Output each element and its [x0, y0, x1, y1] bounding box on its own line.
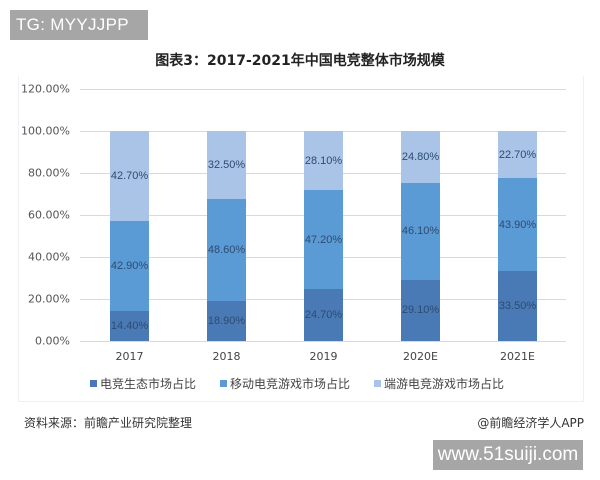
bar-segment: 42.90%	[110, 220, 149, 311]
data-label: 28.10%	[304, 154, 343, 167]
y-axis-tick-label: 120.00%	[21, 82, 70, 96]
bar-segment: 14.40%	[110, 310, 149, 341]
watermark-badge: TG: MYYJJPP	[10, 10, 148, 40]
bar-segment: 43.90%	[498, 178, 537, 271]
data-label: 42.70%	[110, 169, 149, 182]
legend-swatch-icon	[90, 380, 97, 387]
legend-item-pc: 端游电竞游戏市场占比	[374, 375, 504, 392]
data-label: 46.10%	[401, 225, 440, 238]
data-label: 18.90%	[207, 315, 246, 328]
data-label: 24.80%	[401, 151, 440, 164]
legend-label: 移动电竞游戏市场占比	[230, 377, 351, 391]
data-label: 29.10%	[401, 304, 440, 317]
legend-swatch-icon	[374, 380, 382, 387]
data-label: 22.70%	[498, 148, 537, 161]
bar-segment: 42.70%	[110, 131, 149, 221]
bar-segment: 29.10%	[401, 279, 440, 341]
data-label: 47.20%	[304, 233, 343, 246]
y-axis-tick-label: 20.00%	[28, 292, 70, 306]
bar-2019: 24.70% 47.20% 28.10%	[304, 0, 343, 480]
legend-item-mobile: 移动电竞游戏市场占比	[220, 375, 350, 392]
bar-segment: 48.60%	[207, 199, 246, 302]
x-axis-tick-label: 2020E	[403, 350, 438, 363]
data-label: 42.90%	[110, 259, 149, 272]
bar-segment: 18.90%	[207, 301, 246, 341]
data-label: 14.40%	[110, 319, 149, 332]
site-watermark: www.51suiji.com	[433, 440, 583, 470]
x-axis-tick-label: 2017	[115, 350, 144, 363]
chart-legend: 电竞生态市场占比 移动电竞游戏市场占比 端游电竞游戏市场占比	[90, 375, 504, 392]
y-axis-tick-label: 80.00%	[28, 166, 70, 180]
x-axis-tick-label: 2019	[309, 350, 338, 363]
y-axis-tick-label: 0.00%	[35, 334, 70, 348]
data-label: 24.70%	[304, 309, 343, 322]
x-axis-tick-label: 2021E	[500, 350, 535, 363]
source-note: 资料来源：前瞻产业研究院整理	[24, 416, 193, 430]
data-label: 43.90%	[498, 218, 537, 231]
gridline	[80, 89, 566, 90]
legend-label: 电竞生态市场占比	[100, 377, 197, 391]
credit-note: @前瞻经济学人APP	[477, 416, 584, 430]
y-axis-tick-label: 100.00%	[21, 124, 70, 138]
legend-item-ecosystem: 电竞生态市场占比	[90, 375, 196, 392]
x-axis-tick-label: 2018	[212, 350, 241, 363]
bar-segment: 22.70%	[498, 130, 537, 179]
y-axis-tick-label: 60.00%	[28, 208, 70, 222]
bar-segment: 33.50%	[498, 270, 537, 341]
bar-segment: 24.70%	[304, 289, 343, 341]
bar-segment: 47.20%	[304, 190, 343, 290]
data-label: 48.60%	[207, 244, 246, 257]
bar-2020e: 29.10% 46.10% 24.80%	[401, 0, 440, 480]
bar-segment: 32.50%	[207, 131, 246, 200]
bar-segment: 24.80%	[401, 131, 440, 184]
bar-2021e: 33.50% 43.90% 22.70%	[498, 0, 537, 480]
legend-swatch-icon	[220, 380, 228, 387]
legend-label: 端游电竞游戏市场占比	[384, 377, 505, 391]
bar-2018: 18.90% 48.60% 32.50%	[207, 0, 246, 480]
chart-title: 图表3：2017-2021年中国电竞整体市场规模	[155, 53, 445, 69]
bar-2017: 14.40% 42.90% 42.70%	[110, 0, 149, 480]
bar-segment: 28.10%	[304, 131, 343, 190]
data-label: 32.50%	[207, 159, 246, 172]
y-axis-tick-label: 40.00%	[28, 250, 70, 264]
data-label: 33.50%	[498, 299, 537, 312]
chart-frame	[18, 76, 584, 402]
gridline	[80, 341, 566, 342]
bar-segment: 46.10%	[401, 183, 440, 280]
